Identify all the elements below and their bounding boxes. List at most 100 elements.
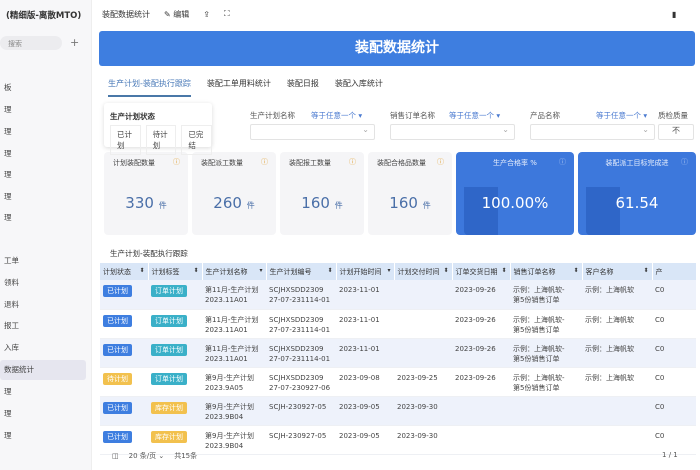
stat-unit: 件 (334, 201, 343, 210)
table-cell: 2023-11-01 (336, 280, 394, 310)
table-row[interactable]: 已计划 库存计划 第9月-生产计划 2023.9B04 SCJH-230927-05 20… (100, 425, 696, 455)
stat-value: 160 件 (301, 194, 343, 212)
column-header[interactable]: 生产计划编号 ⬍ (266, 263, 337, 280)
stat-label: 生产合格率 % (493, 159, 537, 167)
filter-select[interactable]: ⌄ (250, 124, 375, 140)
sort-icon[interactable]: ⬍ (443, 266, 449, 274)
sort-icon[interactable]: ⬍ (573, 266, 579, 274)
info-icon[interactable]: ⓘ (349, 158, 356, 166)
sidebar-item[interactable]: 理 (4, 213, 12, 222)
table-cell: 2023-09-26 (452, 367, 510, 397)
page-title: 装配数据统计 (102, 9, 150, 19)
table-row[interactable]: 已计划 订单计划 第11月-生产计划 2023.11A01 SCJHXSDD2309 27… (100, 280, 696, 310)
table-cell: 2023-09-30 (394, 396, 452, 426)
share-icon[interactable]: ⇪ (203, 9, 210, 19)
sidebar-item[interactable]: 理 (4, 431, 12, 440)
sort-icon[interactable]: ⬍ (643, 266, 649, 274)
table-cell: 2023-09-26 (452, 309, 510, 339)
sidebar-item[interactable]: 理 (4, 149, 12, 158)
add-button[interactable]: + (70, 36, 80, 49)
search-input[interactable]: 搜索 (0, 36, 62, 50)
sidebar-item[interactable]: 理 (4, 170, 12, 179)
tab[interactable]: 生产计划-装配执行跟踪 (108, 78, 191, 97)
stat-value: 61.54 (615, 194, 659, 212)
sidebar-item[interactable]: 入库 (4, 343, 19, 352)
sort-icon[interactable]: ⬍ (139, 266, 145, 274)
fullscreen-icon[interactable]: ⛶ (223, 9, 230, 18)
tab[interactable]: 装配日报 (286, 79, 319, 88)
sort-icon[interactable]: ⬍ (193, 266, 199, 274)
column-header[interactable]: 产 (652, 263, 697, 280)
status-option[interactable]: 待计划 (145, 125, 177, 155)
tag-cell: 订单计划 (148, 309, 202, 339)
info-icon[interactable]: ⓘ (261, 158, 268, 166)
column-header[interactable]: 销售订单名称 ⬍ (510, 263, 583, 280)
status-option[interactable]: 已计划 (110, 125, 141, 155)
sidebar-item[interactable]: 理 (4, 105, 12, 114)
stat-unit: 件 (422, 201, 431, 210)
column-header[interactable]: 客户名称 ⬍ (582, 263, 653, 280)
page-indicator[interactable]: 1 / 1 (662, 451, 678, 459)
sort-icon[interactable]: ▾ (387, 266, 391, 274)
sidebar-item[interactable]: 理 (4, 192, 12, 201)
page-size-select[interactable]: 20 条/页 ⌄ (128, 452, 165, 460)
sidebar-item[interactable]: 领料 (4, 278, 19, 287)
info-icon[interactable]: ⓘ (559, 158, 566, 166)
filter-select[interactable]: ⌄ (390, 124, 515, 140)
table-row[interactable]: 待计划 订单计划 第9月-生产计划 2023.9A05 SCJHXSDD2309 27-0… (100, 367, 696, 397)
sidebar-item[interactable]: 理 (4, 387, 12, 396)
status-option[interactable]: 已完结 (181, 125, 213, 155)
table-cell: 示例：上海帆软 (582, 309, 652, 339)
filter-operator[interactable]: 等于任意一个 ▾ (596, 111, 648, 120)
table-cell: C0 (652, 338, 696, 368)
status-badge: 已计划 (103, 285, 132, 297)
filter-operator[interactable]: 等于任意一个 ▾ (449, 111, 501, 120)
tab[interactable]: 装配入库统计 (334, 79, 383, 88)
info-icon[interactable]: ⓘ (681, 158, 688, 166)
plan-tag-badge: 订单计划 (151, 343, 187, 356)
sidebar-item[interactable]: 报工 (4, 321, 19, 330)
column-header[interactable]: 计划开始时间 ▾ (336, 263, 395, 280)
table-cell: C0 (652, 396, 696, 426)
table-cell: 示例：上海帆软 (582, 338, 652, 368)
sidebar-item[interactable]: 理 (4, 127, 12, 136)
table-cell: 第9月-生产计划 2023.9A05 (202, 367, 266, 397)
info-icon[interactable]: ⓘ (173, 158, 180, 166)
sidebar-item[interactable]: 理 (4, 409, 12, 418)
edit-button[interactable]: ✎ 编辑 (164, 9, 190, 19)
sidebar-toggle-icon[interactable]: ▮ (672, 9, 677, 19)
sort-icon[interactable]: ⬍ (327, 266, 333, 274)
column-header[interactable]: 计划状态 ⬍ (100, 263, 149, 280)
sidebar-item[interactable]: 数据统计 (0, 360, 86, 380)
table-cell: SCJHXSDD2309 27-07-231114-01 (266, 280, 336, 310)
info-icon[interactable]: ⓘ (437, 158, 444, 166)
filter-select[interactable]: 不 (658, 124, 694, 140)
column-header[interactable]: 订单交货日期 ⬍ (452, 263, 511, 280)
column-header[interactable]: 计划标签 ⬍ (148, 263, 203, 280)
stat-unit: 件 (246, 201, 255, 210)
plan-tag-badge: 订单计划 (151, 285, 187, 297)
filter-operator[interactable]: 等于任意一个 ▾ (311, 111, 363, 120)
table-cell: SCJH-230927-05 (266, 396, 336, 426)
plan-tag-badge: 库存计划 (151, 430, 187, 443)
sort-icon[interactable]: ▾ (259, 266, 263, 274)
column-header[interactable]: 计划交付时间 ⬍ (394, 263, 453, 280)
table-row[interactable]: 已计划 订单计划 第11月-生产计划 2023.11A01 SCJHXSDD2309 27… (100, 309, 696, 339)
stat-card: 装配派工数量 ⓘ 260 件 (192, 152, 276, 235)
table-cell: 2023-09-30 (394, 425, 452, 455)
table-row[interactable]: 已计划 订单计划 第11月-生产计划 2023.11A01 SCJHXSDD2309 27… (100, 338, 696, 368)
sidebar-item[interactable]: 工单 (4, 256, 19, 265)
table-cell: 示例：上海帆软- 第5份销售订单 (510, 338, 582, 368)
filter-select[interactable]: ⌄ (530, 124, 655, 140)
sidebar-item[interactable]: 板 (4, 83, 12, 92)
plan-tag-badge: 订单计划 (151, 314, 187, 327)
table-row[interactable]: 已计划 库存计划 第9月-生产计划 2023.9B04 SCJH-230927-05 20… (100, 396, 696, 426)
tab[interactable]: 装配工单用料统计 (206, 79, 271, 88)
sidebar-item[interactable]: 退料 (4, 300, 19, 309)
sort-icon[interactable]: ⬍ (501, 266, 507, 274)
columns-icon[interactable]: ◫ (112, 452, 119, 460)
column-header[interactable]: 生产计划名称 ▾ (202, 263, 267, 280)
table-cell (510, 396, 582, 426)
table-cell: SCJHXSDD2309 27-07-231114-01 (266, 309, 336, 339)
table-cell: 示例：上海帆软 (582, 367, 652, 397)
